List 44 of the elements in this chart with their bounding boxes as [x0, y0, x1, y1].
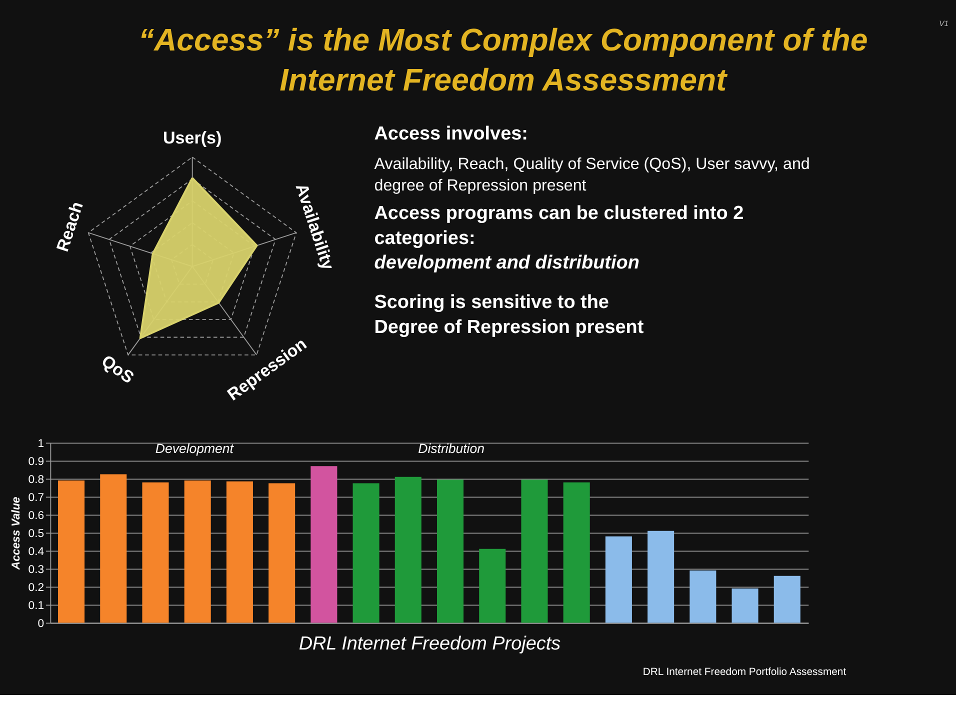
y-tick-label: 0.3 [28, 564, 44, 576]
bar [732, 588, 758, 623]
text: “Access” is the Most Complex Component of the Internet Freedom Assessment [138, 22, 868, 98]
y-tick-label: 0 [38, 618, 44, 630]
bar [394, 476, 422, 623]
y-tick-label: 1 [38, 438, 44, 450]
text: development and distribution [374, 252, 640, 274]
spoke-label: QoS [98, 351, 138, 388]
bar [563, 482, 590, 623]
bar [690, 570, 716, 623]
bar [774, 576, 800, 623]
annotation: Distribution [418, 441, 484, 456]
bar [436, 480, 464, 623]
y-tick-label: 0.2 [28, 582, 44, 594]
bar [142, 482, 169, 623]
bar [268, 483, 296, 623]
text: DRL Internet Freedom Portfolio Assessment [642, 666, 846, 678]
bar [521, 480, 548, 623]
y-axis-title: Access Value [10, 496, 23, 571]
y-tick-label: 0.1 [28, 600, 44, 612]
text: V1 [939, 18, 948, 28]
text: Scoring is sensitive to the Degree of Repression present [374, 292, 644, 338]
bar [100, 474, 127, 623]
annotation: Development [155, 441, 235, 456]
bar [605, 536, 632, 623]
bar [58, 480, 85, 623]
text: Access programs can be clustered into 2 categories: [374, 203, 744, 249]
x-axis-title: DRL Internet Freedom Projects [298, 634, 562, 655]
bar [479, 548, 506, 623]
y-tick-label: 0.7 [28, 492, 44, 504]
bar [184, 480, 211, 623]
text: Availability, Reach, Quality of Service (QoS), User savvy, and degree of Repression present [374, 154, 810, 195]
bar [310, 466, 338, 623]
y-tick-label: 0.8 [28, 474, 44, 486]
spoke-label: User(s) [162, 128, 222, 148]
y-tick-label: 0.6 [28, 510, 44, 522]
bar [226, 481, 253, 623]
spoke-label: Reach [53, 199, 87, 254]
y-tick-label: 0.9 [28, 456, 44, 468]
text: Access involves: [374, 124, 528, 145]
y-tick-label: 0.4 [28, 546, 44, 558]
y-tick-label: 0.5 [28, 528, 44, 540]
bar [648, 530, 674, 623]
bar [352, 483, 380, 623]
